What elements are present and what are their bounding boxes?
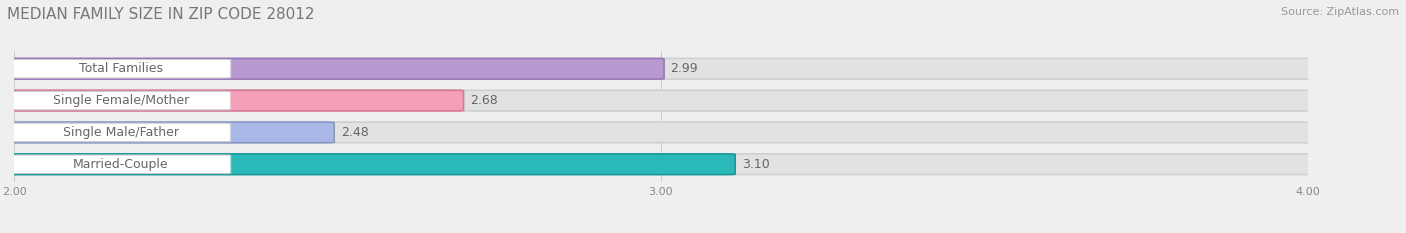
FancyBboxPatch shape [4,122,335,143]
Text: 2.68: 2.68 [470,94,498,107]
FancyBboxPatch shape [11,60,231,78]
Text: Single Female/Mother: Single Female/Mother [52,94,188,107]
FancyBboxPatch shape [4,122,1317,143]
Text: 3.10: 3.10 [742,158,769,171]
Text: Married-Couple: Married-Couple [73,158,169,171]
FancyBboxPatch shape [4,58,664,79]
Text: Source: ZipAtlas.com: Source: ZipAtlas.com [1281,7,1399,17]
FancyBboxPatch shape [4,90,464,111]
FancyBboxPatch shape [4,90,1317,111]
Text: MEDIAN FAMILY SIZE IN ZIP CODE 28012: MEDIAN FAMILY SIZE IN ZIP CODE 28012 [7,7,315,22]
FancyBboxPatch shape [11,91,231,110]
FancyBboxPatch shape [4,154,735,175]
FancyBboxPatch shape [11,155,231,173]
FancyBboxPatch shape [11,123,231,142]
FancyBboxPatch shape [4,154,1317,175]
Text: 2.48: 2.48 [340,126,368,139]
Text: Total Families: Total Families [79,62,163,75]
Text: 2.99: 2.99 [671,62,699,75]
FancyBboxPatch shape [4,58,1317,79]
Text: Single Male/Father: Single Male/Father [63,126,179,139]
